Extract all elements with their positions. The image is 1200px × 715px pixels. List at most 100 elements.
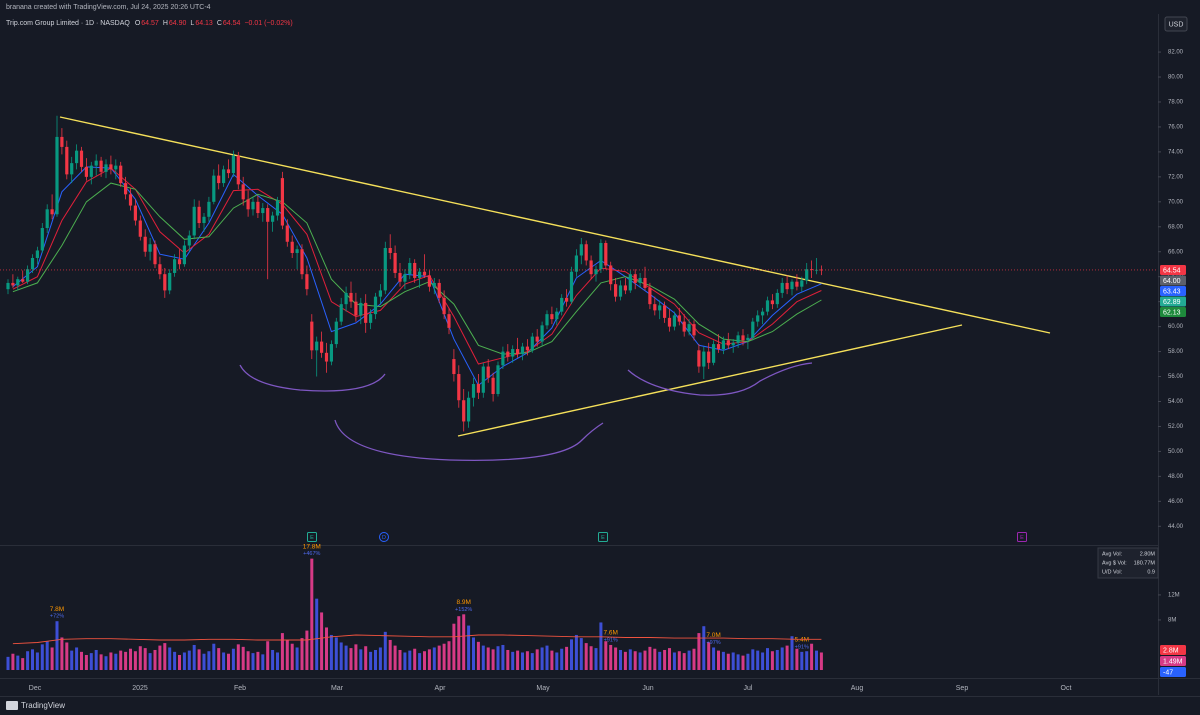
volume-bar [815,650,818,670]
drawn-arc[interactable] [239,364,386,392]
event-label: E [1020,535,1024,541]
event-marker [598,532,608,542]
event-marker [1017,532,1027,542]
candle-body [388,247,392,253]
volume-bar [780,647,784,670]
candle-body [305,274,309,290]
volume-bar [310,558,314,670]
volume-bar [516,650,520,670]
volume-bar [476,641,480,670]
legend-key: O [135,20,141,27]
footer-logo: TradingView [6,701,65,710]
candle-body [648,287,652,305]
candle-body [501,351,505,366]
volume-bar [721,651,725,670]
drawn-arc[interactable] [627,362,813,396]
volume-ma [12,634,822,645]
volume-bar [114,653,118,670]
volume-bar [540,647,544,670]
volume-bar [398,649,402,670]
candle-body [520,346,525,355]
volume-bar [560,648,564,670]
candle-body [207,201,211,217]
candle-body [565,297,569,302]
candle-body [447,314,451,328]
candle-body [599,242,603,270]
volume-bar [212,643,216,670]
footer: TradingView [21,701,65,710]
legend-key: C [217,20,222,27]
y-tick-label: 82.00 [1168,50,1184,56]
volume-bar [143,648,147,670]
volume-bar [393,645,397,670]
candle-body [315,341,319,351]
stat-value: 2.80M [1140,551,1156,557]
y-tick-label: 70.00 [1168,199,1184,205]
candle-body [256,201,260,214]
candle-body [535,336,539,342]
volume-label: 7.6M [603,630,617,637]
volume-bar [810,643,814,670]
volume-bar [604,641,608,670]
candle-body [765,300,770,312]
candle-body [158,264,162,275]
volume-bar [418,653,422,670]
trend-line[interactable] [457,324,963,437]
candle-body [275,200,280,216]
volume-change-label: +467% [303,551,320,557]
volume-bar [756,650,760,670]
candle-body [344,292,348,305]
trend-line[interactable] [59,116,1051,334]
candle-body [785,282,789,290]
volume-bar [565,646,569,670]
price-tag-label: 64.54 [1163,267,1181,274]
currency-button[interactable] [1164,16,1188,32]
candle-body [702,351,706,367]
candle-body [491,377,495,394]
candle-body [756,315,760,322]
volume-bar [305,630,309,670]
candle-body [550,314,554,320]
volume-bar [378,647,382,670]
candle-body [712,344,716,363]
event-marker[interactable] [379,532,389,542]
price-tag-label: 2.8M [1163,647,1179,654]
event-label: E [310,535,314,541]
volume-bar [403,652,407,670]
price-tag [1160,275,1186,286]
candle-body [40,228,44,251]
volume-bar [89,653,93,670]
candle-body [192,206,196,236]
candle-body [124,183,128,195]
candle-body [241,184,245,200]
candle-body [99,160,103,172]
x-tick-label: May [536,685,550,692]
candle-body [148,244,152,252]
candle-body [403,274,407,282]
candle-body [168,272,172,291]
price-tag-label: -47 [1163,669,1173,676]
volume-bar [104,656,108,670]
candle-body [231,155,235,174]
volume-bar [320,612,324,670]
candle-body [716,344,721,350]
volume-bar [261,654,265,670]
volume-bar [623,651,627,670]
drawn-arc[interactable] [334,419,604,461]
candle-body [780,282,784,293]
candle-body [109,164,113,170]
volume-bar [325,627,328,670]
candle-body [761,311,765,316]
volume-change-label: +72% [50,614,64,620]
candle-body [143,236,147,252]
stat-value: 180.77M [1134,560,1156,566]
volume-bar [599,622,603,670]
candle-body [560,297,564,312]
volume-bar [178,654,181,670]
candle-body [467,397,471,422]
candle-body [805,269,809,281]
volume-bar [761,652,765,670]
